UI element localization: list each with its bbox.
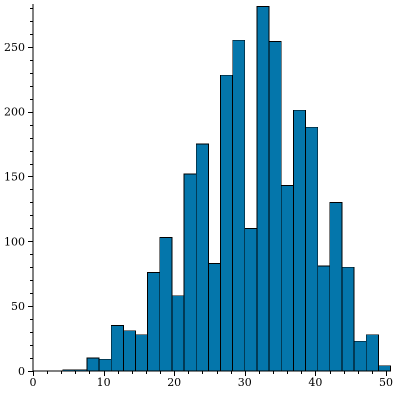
histogram-bar [220,74,234,372]
y-tick-label: 250 [4,41,25,54]
histogram-bar [159,237,173,372]
bars-layer [62,6,391,372]
histogram-bar [171,295,185,372]
y-tick-label: 100 [4,235,25,248]
histogram-bar [256,6,270,372]
histogram-bar [244,227,258,372]
y-tick-label: 50 [11,300,25,313]
y-tick-label: 0 [18,365,25,378]
x-tick-label: 0 [30,376,37,389]
histogram-bar [305,126,319,372]
histogram-bar [268,41,282,372]
histogram-bar [292,109,306,372]
histogram-bar [207,262,221,372]
histogram-bar [377,365,391,372]
histogram-bar [329,202,343,372]
histogram-bar [195,143,209,372]
histogram-bar [110,325,124,372]
y-tick-label: 150 [4,170,25,183]
histogram-bar [98,358,112,372]
histogram-bar [365,334,379,372]
histogram-bar [135,334,149,372]
histogram-bar [341,266,355,372]
histogram-bar [183,173,197,372]
x-tick-label: 10 [97,376,111,389]
histogram-bar [280,185,294,372]
histogram-bar [86,357,100,372]
x-tick-label: 20 [167,376,181,389]
histogram-bar [232,39,246,372]
histogram-bar [353,340,367,372]
y-tick-label: 200 [4,106,25,119]
histogram-bar [317,265,331,372]
histogram-bar [147,272,161,372]
x-tick-label: 30 [238,376,252,389]
x-tick-label: 50 [379,376,393,389]
axes-layer: 0 10 20 30 40 50 0 50 100 150 200 250 [4,4,393,389]
histogram-bar [122,330,136,372]
x-tick-label: 40 [308,376,322,389]
